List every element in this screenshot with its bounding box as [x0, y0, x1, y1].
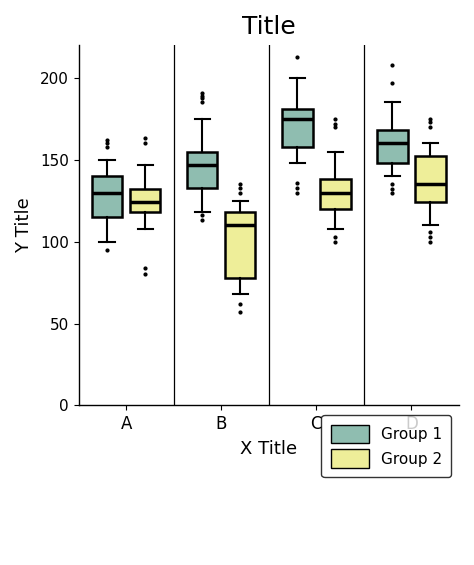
PathPatch shape [225, 212, 255, 277]
Legend: Group 1, Group 2: Group 1, Group 2 [321, 415, 451, 477]
PathPatch shape [187, 151, 218, 188]
PathPatch shape [92, 176, 122, 217]
PathPatch shape [415, 157, 446, 202]
Y-axis label: Y Title: Y Title [15, 197, 33, 253]
PathPatch shape [282, 109, 312, 147]
PathPatch shape [130, 189, 160, 212]
X-axis label: X Title: X Title [240, 440, 297, 458]
Title: Title: Title [242, 15, 296, 39]
PathPatch shape [377, 131, 408, 163]
PathPatch shape [320, 180, 351, 209]
